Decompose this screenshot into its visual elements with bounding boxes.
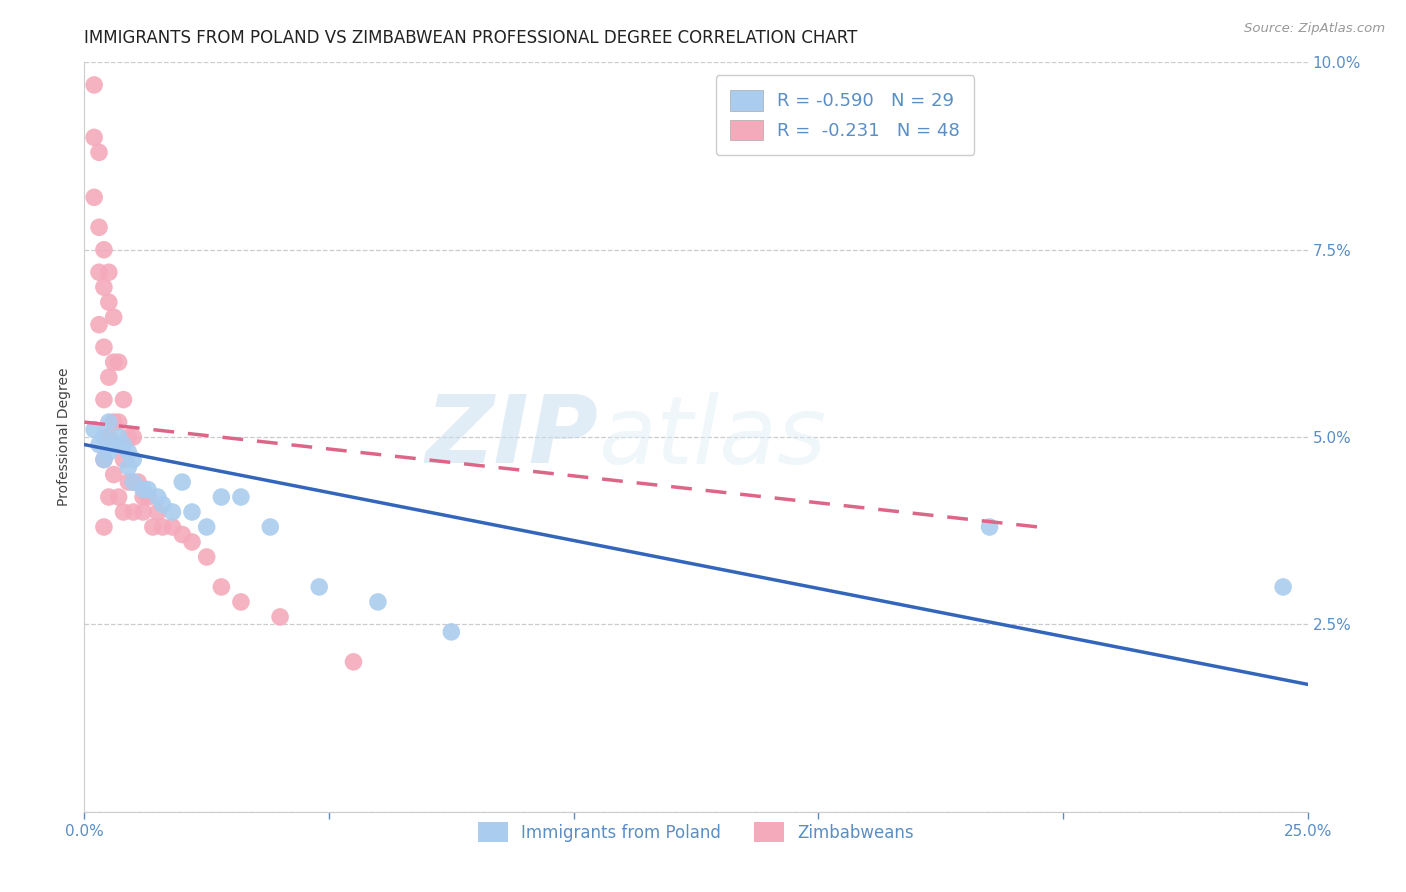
Point xyxy=(103,310,125,325)
Legend: Immigrants from Poland, Zimbabweans: Immigrants from Poland, Zimbabweans xyxy=(471,816,921,848)
Point xyxy=(93,520,115,534)
Point xyxy=(103,467,125,482)
Point xyxy=(107,490,129,504)
Point xyxy=(117,445,139,459)
Point xyxy=(342,655,364,669)
Point xyxy=(112,437,135,451)
Point xyxy=(440,624,463,639)
Point xyxy=(259,520,281,534)
Point xyxy=(97,295,120,310)
Point xyxy=(83,190,105,204)
Text: ZIP: ZIP xyxy=(425,391,598,483)
Point xyxy=(97,415,120,429)
Point xyxy=(162,505,184,519)
Point xyxy=(136,483,159,497)
Point xyxy=(172,475,194,489)
Point xyxy=(87,145,110,160)
Point xyxy=(117,460,139,475)
Point xyxy=(132,505,155,519)
Point xyxy=(117,430,139,444)
Point xyxy=(97,445,120,459)
Point xyxy=(93,430,115,444)
Point xyxy=(122,475,145,489)
Point xyxy=(93,392,115,407)
Point xyxy=(93,280,115,294)
Point xyxy=(142,520,165,534)
Text: Source: ZipAtlas.com: Source: ZipAtlas.com xyxy=(1244,22,1385,36)
Point xyxy=(122,505,145,519)
Point xyxy=(103,415,125,429)
Point xyxy=(195,520,218,534)
Point xyxy=(87,318,110,332)
Y-axis label: Professional Degree: Professional Degree xyxy=(58,368,72,507)
Point xyxy=(107,355,129,369)
Point xyxy=(97,490,120,504)
Point xyxy=(209,580,232,594)
Point xyxy=(87,437,110,451)
Point xyxy=(181,505,204,519)
Point xyxy=(172,527,194,541)
Point xyxy=(209,490,232,504)
Point xyxy=(93,340,115,354)
Point xyxy=(83,78,105,92)
Point xyxy=(979,520,1001,534)
Point xyxy=(122,452,145,467)
Point xyxy=(83,130,105,145)
Point xyxy=(97,430,120,444)
Point xyxy=(107,430,129,444)
Point xyxy=(229,490,252,504)
Point xyxy=(97,370,120,384)
Point xyxy=(132,483,155,497)
Point xyxy=(136,490,159,504)
Point xyxy=(152,498,174,512)
Point xyxy=(122,475,145,489)
Point xyxy=(112,505,135,519)
Point xyxy=(146,490,169,504)
Point xyxy=(122,430,145,444)
Point xyxy=(117,475,139,489)
Point xyxy=(112,452,135,467)
Point xyxy=(132,490,155,504)
Point xyxy=(146,505,169,519)
Point xyxy=(367,595,389,609)
Point xyxy=(93,452,115,467)
Point xyxy=(229,595,252,609)
Point xyxy=(93,452,115,467)
Point xyxy=(97,265,120,279)
Point xyxy=(152,520,174,534)
Point xyxy=(127,475,149,489)
Point xyxy=(87,220,110,235)
Text: IMMIGRANTS FROM POLAND VS ZIMBABWEAN PROFESSIONAL DEGREE CORRELATION CHART: IMMIGRANTS FROM POLAND VS ZIMBABWEAN PRO… xyxy=(84,29,858,47)
Text: atlas: atlas xyxy=(598,392,827,483)
Point xyxy=(107,415,129,429)
Point xyxy=(181,535,204,549)
Point xyxy=(112,392,135,407)
Point xyxy=(87,265,110,279)
Point xyxy=(93,243,115,257)
Point xyxy=(269,610,291,624)
Point xyxy=(195,549,218,564)
Point xyxy=(1272,580,1295,594)
Point xyxy=(308,580,330,594)
Point xyxy=(103,355,125,369)
Point xyxy=(162,520,184,534)
Point xyxy=(83,423,105,437)
Point xyxy=(103,437,125,451)
